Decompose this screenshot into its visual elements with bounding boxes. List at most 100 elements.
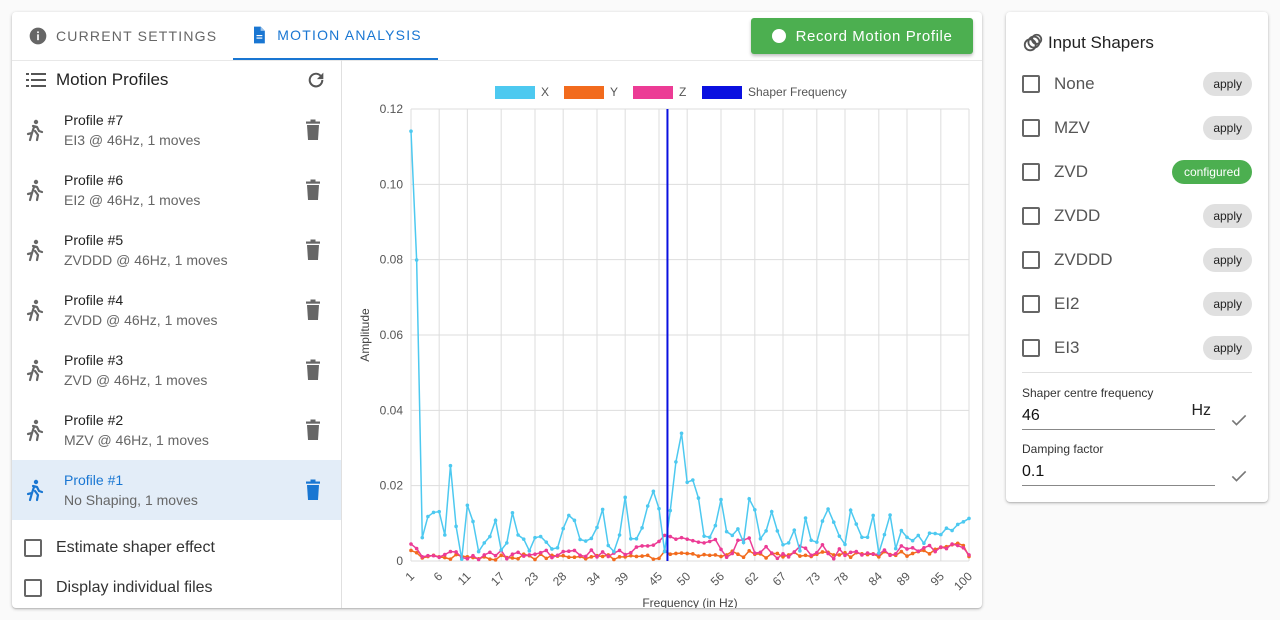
data-point-z: [561, 549, 565, 554]
data-point-y: [702, 552, 706, 557]
legend-label: X: [541, 85, 549, 99]
profile-item[interactable]: Profile #2 MZV @ 46Hz, 1 moves: [12, 400, 341, 460]
data-point-x: [843, 542, 847, 547]
chart-svg: 0 0.02 0.04 0.06 0.08 0.10 0.12 1 6 11 17 23 28 34 39 4…: [358, 85, 975, 610]
damping-factor-value: 0.1: [1022, 462, 1045, 480]
delete-icon[interactable]: [303, 179, 323, 201]
run-icon: [26, 359, 44, 382]
profile-item[interactable]: Profile #3 ZVD @ 46Hz, 1 moves: [12, 340, 341, 400]
tab-current-settings[interactable]: CURRENT SETTINGS: [12, 12, 233, 60]
apply-chip[interactable]: apply: [1203, 292, 1252, 316]
run-icon: [26, 479, 44, 502]
data-point-x: [600, 507, 605, 512]
data-point-x: [538, 534, 543, 539]
x-tick-label: 50: [674, 569, 694, 589]
confirm-frequency-icon[interactable]: [1229, 410, 1249, 430]
data-point-x: [860, 535, 864, 540]
data-point-x: [955, 522, 960, 527]
data-point-z: [431, 553, 436, 558]
shaper-option[interactable]: ZVDDD apply: [1022, 238, 1252, 282]
motion-profiles-pane: Motion Profiles Profile #7 EI3 @ 46Hz, 1 …: [12, 60, 342, 608]
data-point-z: [820, 543, 825, 547]
shaper-option[interactable]: None apply: [1022, 62, 1252, 106]
tab-motion-analysis[interactable]: MOTION ANALYSIS: [233, 12, 438, 60]
run-icon: [26, 119, 44, 142]
data-point-x: [668, 508, 673, 513]
record-motion-profile-button[interactable]: Record Motion Profile: [751, 18, 973, 54]
data-point-z: [724, 555, 729, 560]
delete-icon[interactable]: [303, 119, 323, 141]
data-point-x: [527, 549, 532, 553]
data-point-z: [775, 556, 780, 561]
confirm-damping-icon[interactable]: [1229, 466, 1249, 486]
data-point-x: [916, 533, 921, 538]
delete-icon[interactable]: [303, 359, 323, 381]
shaper-option[interactable]: EI2 apply: [1022, 282, 1252, 326]
profile-item[interactable]: Profile #1 No Shaping, 1 moves: [12, 460, 341, 520]
input-shapers-card: Input Shapers None apply MZV apply ZVD config…: [1006, 12, 1268, 502]
shaper-option[interactable]: ZVDD apply: [1022, 194, 1252, 238]
refresh-icon[interactable]: [305, 69, 327, 91]
data-point-z: [634, 545, 639, 549]
data-point-x: [961, 520, 966, 524]
profile-name: Profile #7: [64, 112, 124, 128]
profile-item[interactable]: Profile #6 EI2 @ 46Hz, 1 moves: [12, 160, 341, 220]
data-point-x: [499, 548, 503, 552]
shaper-frequency-input[interactable]: 46 Hz: [1022, 402, 1215, 430]
display-individual-files-checkbox[interactable]: Display individual files: [12, 568, 341, 608]
profile-item[interactable]: Profile #4 ZVDD @ 46Hz, 1 moves: [12, 280, 341, 340]
shaper-option[interactable]: ZVD configured: [1022, 150, 1252, 194]
apply-chip[interactable]: apply: [1203, 248, 1252, 272]
delete-icon[interactable]: [303, 419, 323, 441]
data-point-y: [798, 554, 802, 558]
configured-chip[interactable]: configured: [1171, 160, 1252, 184]
data-point-y: [561, 553, 565, 558]
data-point-z: [893, 552, 898, 556]
data-point-y: [781, 555, 785, 559]
legend-swatch: [702, 86, 742, 99]
checkbox-box: [1022, 75, 1040, 93]
profile-item[interactable]: Profile #5 ZVDDD @ 46Hz, 1 moves: [12, 220, 341, 280]
y-tick-label: 0.04: [380, 403, 404, 417]
apply-chip[interactable]: apply: [1203, 336, 1252, 360]
data-point-x: [939, 532, 943, 537]
profile-description: No Shaping, 1 moves: [64, 492, 198, 508]
data-point-z: [550, 555, 554, 560]
delete-icon[interactable]: [303, 299, 323, 321]
data-point-z: [409, 542, 413, 546]
profile-name: Profile #2: [64, 412, 124, 428]
apply-chip[interactable]: apply: [1203, 72, 1252, 96]
data-point-x: [521, 537, 526, 541]
data-point-z: [623, 552, 627, 557]
data-point-x: [741, 540, 746, 545]
data-point-y: [510, 556, 515, 560]
shaper-divider: [1022, 372, 1252, 373]
data-point-y: [719, 554, 723, 559]
apply-chip[interactable]: apply: [1203, 116, 1252, 140]
estimate-shaper-effect-checkbox[interactable]: Estimate shaper effect: [12, 528, 341, 568]
y-tick-label: 0.10: [380, 177, 404, 191]
delete-icon[interactable]: [303, 479, 323, 501]
record-button-label: Record Motion Profile: [795, 27, 953, 45]
checkbox-box: [1022, 207, 1040, 225]
shaper-option[interactable]: EI3 apply: [1022, 326, 1252, 370]
data-point-x: [454, 524, 458, 529]
damping-factor-input[interactable]: 0.1: [1022, 458, 1215, 486]
data-point-x: [645, 504, 650, 508]
data-point-x: [905, 535, 909, 540]
profile-text: Profile #5 ZVDDD @ 46Hz, 1 moves: [64, 232, 303, 268]
data-point-x: [803, 516, 808, 520]
tab-label: MOTION ANALYSIS: [277, 27, 422, 43]
data-point-x: [482, 541, 487, 545]
data-point-z: [944, 546, 949, 551]
apply-chip[interactable]: apply: [1203, 204, 1252, 228]
shaper-option[interactable]: MZV apply: [1022, 106, 1252, 150]
profile-item[interactable]: Profile #7 EI3 @ 46Hz, 1 moves: [12, 100, 341, 160]
data-point-x: [679, 431, 684, 436]
delete-icon[interactable]: [303, 239, 323, 261]
data-point-z: [510, 552, 515, 557]
profile-text: Profile #7 EI3 @ 46Hz, 1 moves: [64, 112, 303, 148]
data-point-x: [578, 537, 582, 542]
checkbox-box: [1022, 163, 1040, 181]
data-point-x: [758, 536, 763, 541]
